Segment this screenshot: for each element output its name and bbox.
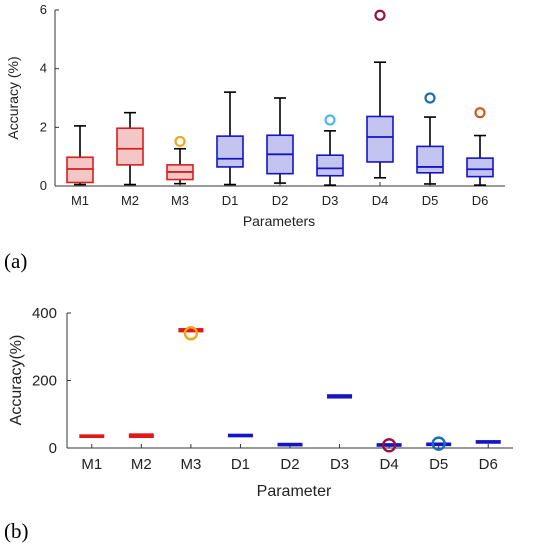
- x-tick-label-b: M2: [131, 456, 152, 473]
- box-D5: [416, 145, 444, 174]
- y-tick-label-b: 0: [49, 440, 57, 457]
- plot-area-b: 0 200 400 M1 M2 M3 D1 D2 D3 D4 D5 D6: [32, 305, 513, 473]
- outlier-point: [374, 9, 386, 21]
- outlier-point: [431, 436, 446, 451]
- x-tick-label-b: D4: [380, 456, 399, 473]
- y-tick-label-a: 0: [40, 178, 47, 193]
- x-tick-label-a: M3: [171, 193, 189, 208]
- x-tick-label-a: D3: [322, 193, 339, 208]
- x-tick-label-a: M1: [71, 193, 89, 208]
- x-tick-label-a: M2: [121, 193, 139, 208]
- y-axis-label-b: Accuracy(%): [8, 335, 25, 426]
- y-tick-label-a: 6: [40, 2, 47, 17]
- x-axis-label-b: Parameter: [257, 483, 332, 500]
- x-tick-label-a: D1: [222, 193, 239, 208]
- x-tick-label-b: D1: [231, 456, 250, 473]
- chart-panel-a: 0 2 4 6 M1 M2 M3 D1 D2 D3 D4 D5 D6 Accuracy (%) Para…: [4, 2, 505, 273]
- box-M2: [116, 127, 144, 166]
- outlier-point: [183, 326, 199, 341]
- outlier-point: [474, 107, 486, 119]
- box-D3: [316, 154, 344, 177]
- box-D6: [466, 157, 494, 178]
- x-axis-label-a: Parameters: [243, 213, 315, 229]
- chart-panel-b: 0 200 400 M1 M2 M3 D1 D2 D3 D4 D5 D6 Accuracy(%) Pa…: [4, 305, 513, 543]
- outlier-point: [381, 438, 397, 453]
- y-axis-label-a: Accuracy (%): [5, 56, 21, 139]
- x-tick-label-b: D5: [429, 456, 448, 473]
- outlier-point: [174, 135, 186, 148]
- outlier-point: [424, 92, 436, 104]
- x-tick-label-b: D3: [330, 456, 349, 473]
- x-tick-label-b: M3: [180, 456, 201, 473]
- plot-area-a: 0 2 4 6 M1 M2 M3 D1 D2 D3 D4 D5 D6: [40, 2, 505, 208]
- y-tick-label-b: 400: [32, 305, 57, 322]
- y-tick-label-b: 200: [32, 373, 57, 390]
- panel-label-a: (a): [4, 249, 27, 273]
- x-tick-label-a: D5: [422, 193, 439, 208]
- x-tick-label-b: M1: [81, 456, 102, 473]
- box-D4: [366, 115, 394, 163]
- panel-label-b: (b): [4, 519, 29, 543]
- x-tick-label-a: D6: [472, 193, 489, 208]
- x-tick-label-a: D4: [372, 193, 389, 208]
- y-tick-label-a: 2: [40, 119, 47, 134]
- box-D1: [216, 135, 244, 168]
- x-tick-label-b: D2: [280, 456, 299, 473]
- y-tick-label-a: 4: [40, 61, 47, 76]
- x-tick-label-b: D6: [479, 456, 498, 473]
- x-tick-label-a: D2: [272, 193, 289, 208]
- outlier-point: [324, 114, 336, 126]
